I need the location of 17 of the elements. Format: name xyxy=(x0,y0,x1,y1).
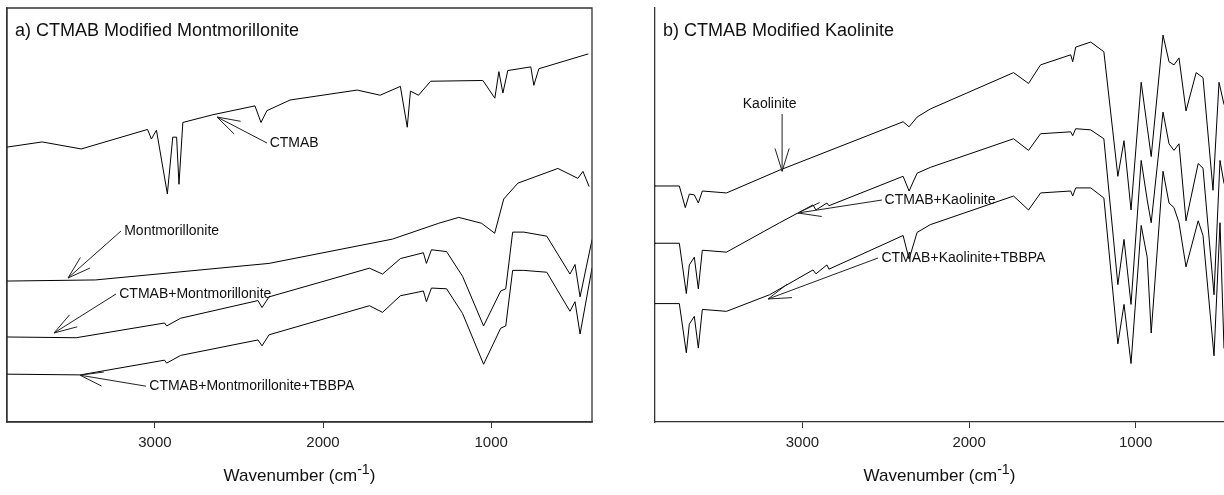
x-tick-label: 1000 xyxy=(1119,433,1153,451)
annotation: Kaolinite xyxy=(742,94,797,111)
x-axis-title: Wavenumber (cm$^{-1}$) xyxy=(862,461,1017,486)
annotation: CTMAB xyxy=(269,133,319,151)
annotation: CTMAB+Montmorillonite+TBBPA xyxy=(149,377,355,394)
x-axis-title: Wavenumber (cm$^{-1}$) xyxy=(222,461,377,486)
chart-title: b) CTMAB Modified Kaolinite xyxy=(663,20,895,41)
annotation: Montmorillonite xyxy=(124,222,220,239)
annotation: CTMAB+Kaolinite xyxy=(884,191,996,208)
x-tick-label: 3000 xyxy=(785,433,820,451)
annotation: CTMAB+Kaolinite+TBBPA xyxy=(881,248,1046,266)
x-tick-label: 2000 xyxy=(306,433,340,451)
chart-title: a) CTMAB Modified Montmorillonite xyxy=(15,20,300,41)
x-tick-label: 2000 xyxy=(952,433,986,451)
annotation: CTMAB+Montmorillonite xyxy=(119,285,272,302)
x-tick-label: 1000 xyxy=(474,433,508,451)
x-tick-label: 3000 xyxy=(138,433,172,451)
